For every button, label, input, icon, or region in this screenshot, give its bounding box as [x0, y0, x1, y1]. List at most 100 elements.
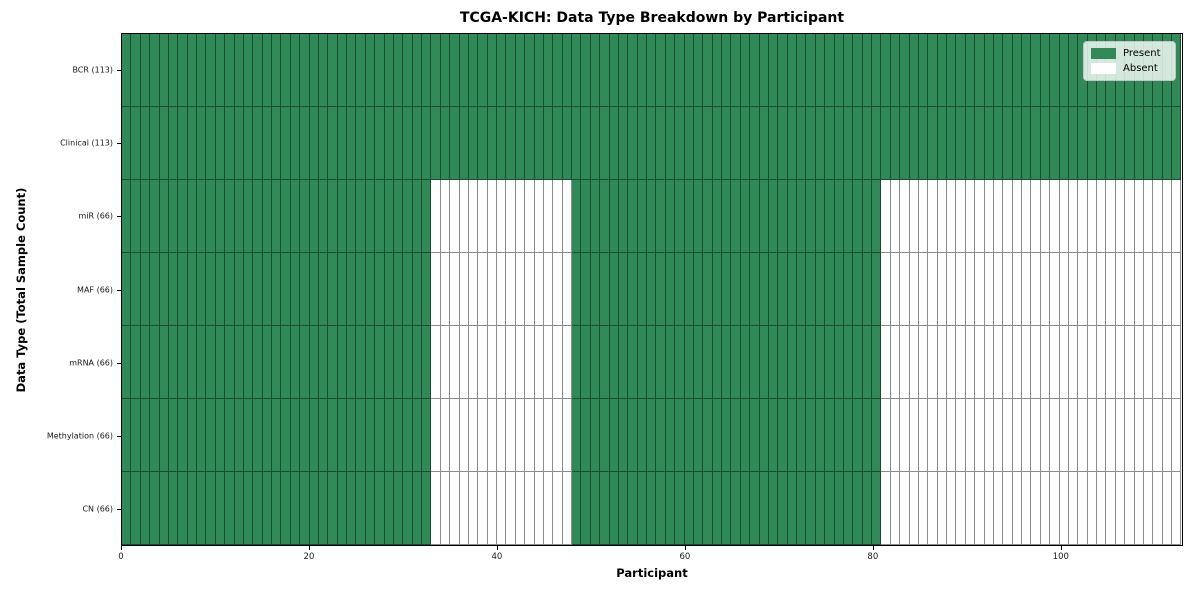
- heatmap-cell-present: [693, 180, 704, 253]
- heatmap-cell-absent: [1031, 180, 1041, 253]
- x-tick-label: 0: [118, 552, 124, 562]
- heatmap-cell-present: [834, 253, 844, 326]
- heatmap-cell-present: [543, 34, 554, 107]
- y-tick-label: MAF (66): [77, 285, 113, 294]
- heatmap-cell-present: [562, 107, 572, 180]
- heatmap-cell-present: [618, 180, 629, 253]
- heatmap-cell-present: [1125, 107, 1135, 180]
- heatmap-cell-present: [909, 34, 919, 107]
- heatmap-cell-absent: [1040, 326, 1051, 399]
- heatmap-cell-present: [487, 107, 497, 180]
- heatmap-cell-present: [243, 253, 254, 326]
- heatmap-cell-present: [159, 180, 169, 253]
- x-tick-mark: [496, 546, 498, 550]
- heatmap-cell-present: [150, 253, 160, 326]
- heatmap-cell-absent: [993, 399, 1004, 472]
- heatmap-cell-absent: [525, 472, 535, 545]
- heatmap-cell-present: [853, 399, 863, 472]
- heatmap-cell-present: [581, 34, 591, 107]
- heatmap-cell-present: [918, 107, 929, 180]
- heatmap-cell-present: [1172, 34, 1182, 107]
- heatmap-cell-present: [872, 253, 882, 326]
- heatmap-cell-present: [122, 326, 132, 399]
- heatmap-cell-present: [403, 399, 413, 472]
- heatmap-cell-absent: [918, 399, 929, 472]
- heatmap-cell-absent: [928, 326, 938, 399]
- heatmap-cell-absent: [543, 326, 554, 399]
- heatmap-cell-present: [618, 326, 629, 399]
- heatmap-cell-present: [693, 472, 704, 545]
- heatmap-cell-present: [215, 107, 226, 180]
- heatmap-cell-present: [853, 107, 863, 180]
- heatmap-cell-present: [750, 180, 760, 253]
- heatmap-cell-absent: [1003, 326, 1013, 399]
- heatmap-cell-absent: [909, 472, 919, 545]
- heatmap-cell-present: [159, 107, 169, 180]
- heatmap-cell-absent: [1068, 472, 1079, 545]
- heatmap-cell-present: [797, 472, 807, 545]
- heatmap-cell-present: [740, 253, 751, 326]
- heatmap-cell-absent: [1031, 253, 1041, 326]
- heatmap-cell-present: [290, 253, 301, 326]
- heatmap-cell-absent: [1162, 326, 1172, 399]
- heatmap-cell-present: [393, 472, 404, 545]
- heatmap-cell-present: [422, 180, 432, 253]
- heatmap-cell-absent: [497, 326, 507, 399]
- heatmap-cell-present: [197, 399, 207, 472]
- heatmap-cell-present: [759, 34, 769, 107]
- heatmap-cell-absent: [1012, 180, 1022, 253]
- heatmap-cell-absent: [881, 253, 891, 326]
- heatmap-cell-present: [1031, 34, 1041, 107]
- heatmap-cell-present: [825, 107, 835, 180]
- heatmap-cell-present: [300, 253, 310, 326]
- heatmap-cell-present: [862, 107, 872, 180]
- heatmap-cell-present: [356, 34, 366, 107]
- heatmap-cell-absent: [459, 326, 469, 399]
- heatmap-cell-present: [150, 180, 160, 253]
- heatmap-cell-present: [272, 34, 282, 107]
- heatmap-cell-present: [1050, 107, 1060, 180]
- heatmap-cell-present: [197, 107, 207, 180]
- heatmap-cell-present: [684, 253, 694, 326]
- heatmap-cell-absent: [1050, 180, 1060, 253]
- heatmap-cell-present: [731, 34, 741, 107]
- heatmap-cell-absent: [468, 180, 479, 253]
- heatmap-cell-present: [393, 326, 404, 399]
- heatmap-cell-absent: [975, 472, 985, 545]
- heatmap-cell-present: [272, 107, 282, 180]
- heatmap-cell-present: [197, 472, 207, 545]
- heatmap-cell-absent: [1125, 253, 1135, 326]
- heatmap-cell-absent: [1115, 180, 1126, 253]
- heatmap-cell-present: [197, 253, 207, 326]
- heatmap-cell-present: [122, 472, 132, 545]
- heatmap-cell-present: [759, 399, 769, 472]
- heatmap-cell-present: [834, 180, 844, 253]
- heatmap-cell-present: [637, 180, 647, 253]
- heatmap-cell-absent: [1068, 253, 1079, 326]
- heatmap-cell-absent: [947, 180, 957, 253]
- heatmap-cell-present: [412, 253, 422, 326]
- heatmap-cell-present: [787, 472, 797, 545]
- heatmap-cell-absent: [965, 399, 976, 472]
- heatmap-cell-present: [150, 472, 160, 545]
- heatmap-cell-present: [234, 472, 244, 545]
- heatmap-cell-present: [590, 34, 601, 107]
- heatmap-cell-present: [159, 399, 169, 472]
- heatmap-cell-present: [853, 253, 863, 326]
- heatmap-cell-present: [1050, 34, 1060, 107]
- heatmap-cell-present: [262, 253, 272, 326]
- heatmap-cell-absent: [497, 399, 507, 472]
- heatmap-cell-present: [768, 180, 779, 253]
- heatmap-cell-present: [122, 107, 132, 180]
- heatmap-cell-present: [572, 326, 582, 399]
- heatmap-cell-absent: [562, 180, 572, 253]
- heatmap-cell-absent: [440, 326, 451, 399]
- heatmap-cell-present: [122, 253, 132, 326]
- y-tick-mark: [117, 362, 121, 364]
- heatmap-cell-present: [337, 34, 347, 107]
- heatmap-cell-present: [393, 107, 404, 180]
- heatmap-cell-present: [731, 399, 741, 472]
- heatmap-cell-absent: [553, 472, 563, 545]
- heatmap-cell-absent: [937, 253, 947, 326]
- heatmap-cell-present: [159, 253, 169, 326]
